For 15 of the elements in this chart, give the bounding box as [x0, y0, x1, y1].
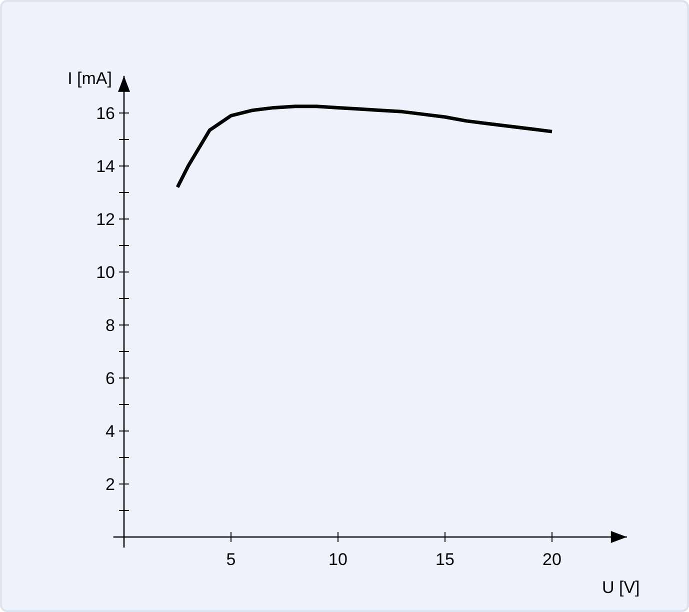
y-tick-label: 12 — [96, 210, 115, 229]
y-tick-label: 10 — [96, 262, 115, 282]
line-series — [176, 104, 554, 189]
y-tick-label: 6 — [106, 368, 115, 388]
y-tick-label: 2 — [106, 474, 115, 494]
x-tick-label: 10 — [328, 550, 348, 569]
y-axis-title: I [mA] — [68, 68, 112, 88]
y-tick-label: 4 — [106, 422, 115, 441]
x-tick-label: 5 — [226, 550, 236, 569]
x-tick-label: 15 — [436, 550, 454, 569]
y-tick-label: 16 — [96, 104, 115, 123]
x-tick-label: 20 — [542, 550, 562, 569]
x-axis-title: U [V] — [602, 578, 640, 597]
y-tick-label: 14 — [96, 156, 115, 176]
y-tick-label: 8 — [106, 316, 115, 335]
